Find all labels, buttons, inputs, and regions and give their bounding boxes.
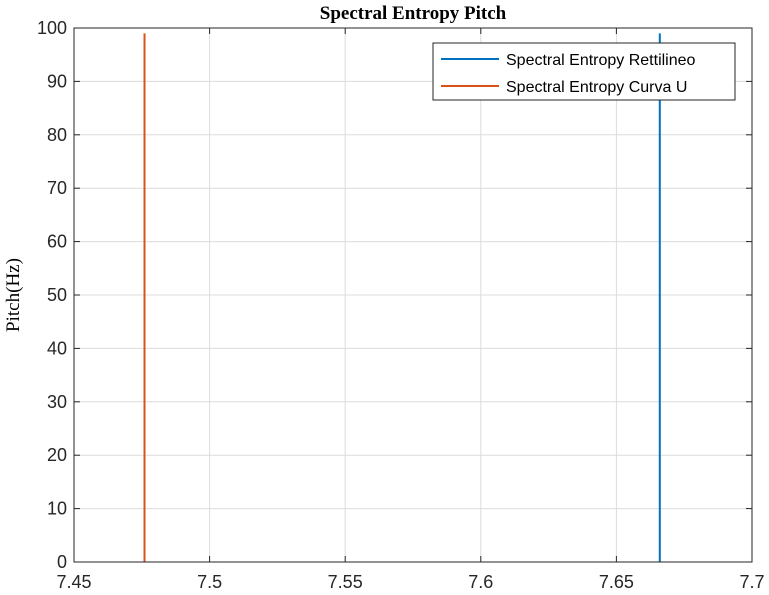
y-tick-label: 100 xyxy=(37,18,67,38)
x-tick-label: 7.45 xyxy=(56,572,91,592)
y-tick-label: 0 xyxy=(57,552,67,572)
y-tick-label: 90 xyxy=(47,71,67,91)
ticks: 7.45 7.5 7.55 7.6 7.65 7.7 0 10 20 30 40 50 60 70 80 90… xyxy=(37,18,765,592)
x-tick-label: 7.7 xyxy=(739,572,764,592)
legend-box xyxy=(432,42,736,101)
y-tick-label: 60 xyxy=(47,232,67,252)
x-tick-label: 7.5 xyxy=(197,572,222,592)
x-tick-label: 7.55 xyxy=(328,572,363,592)
y-tick-label: 40 xyxy=(47,338,67,358)
x-tick-label: 7.65 xyxy=(599,572,634,592)
x-tick-label: 7.6 xyxy=(468,572,493,592)
series-group xyxy=(143,33,661,562)
y-tick-label: 80 xyxy=(47,125,67,145)
legend-label: Spectral Entropy Rettilineo xyxy=(506,52,696,69)
y-axis-label: Pitch(Hz) xyxy=(3,258,24,332)
y-tick-label: 30 xyxy=(47,392,67,412)
y-tick-label: 70 xyxy=(47,178,67,198)
chart-title: Spectral Entropy Pitch xyxy=(320,3,507,24)
y-tick-label: 50 xyxy=(47,285,67,305)
y-tick-label: 20 xyxy=(47,445,67,465)
legend-label: Spectral Entropy Curva U xyxy=(506,79,687,96)
y-tick-label: 10 xyxy=(47,499,67,519)
legend: Spectral Entropy Rettilineo Spectral Entr… xyxy=(432,42,736,101)
grid xyxy=(73,27,753,563)
